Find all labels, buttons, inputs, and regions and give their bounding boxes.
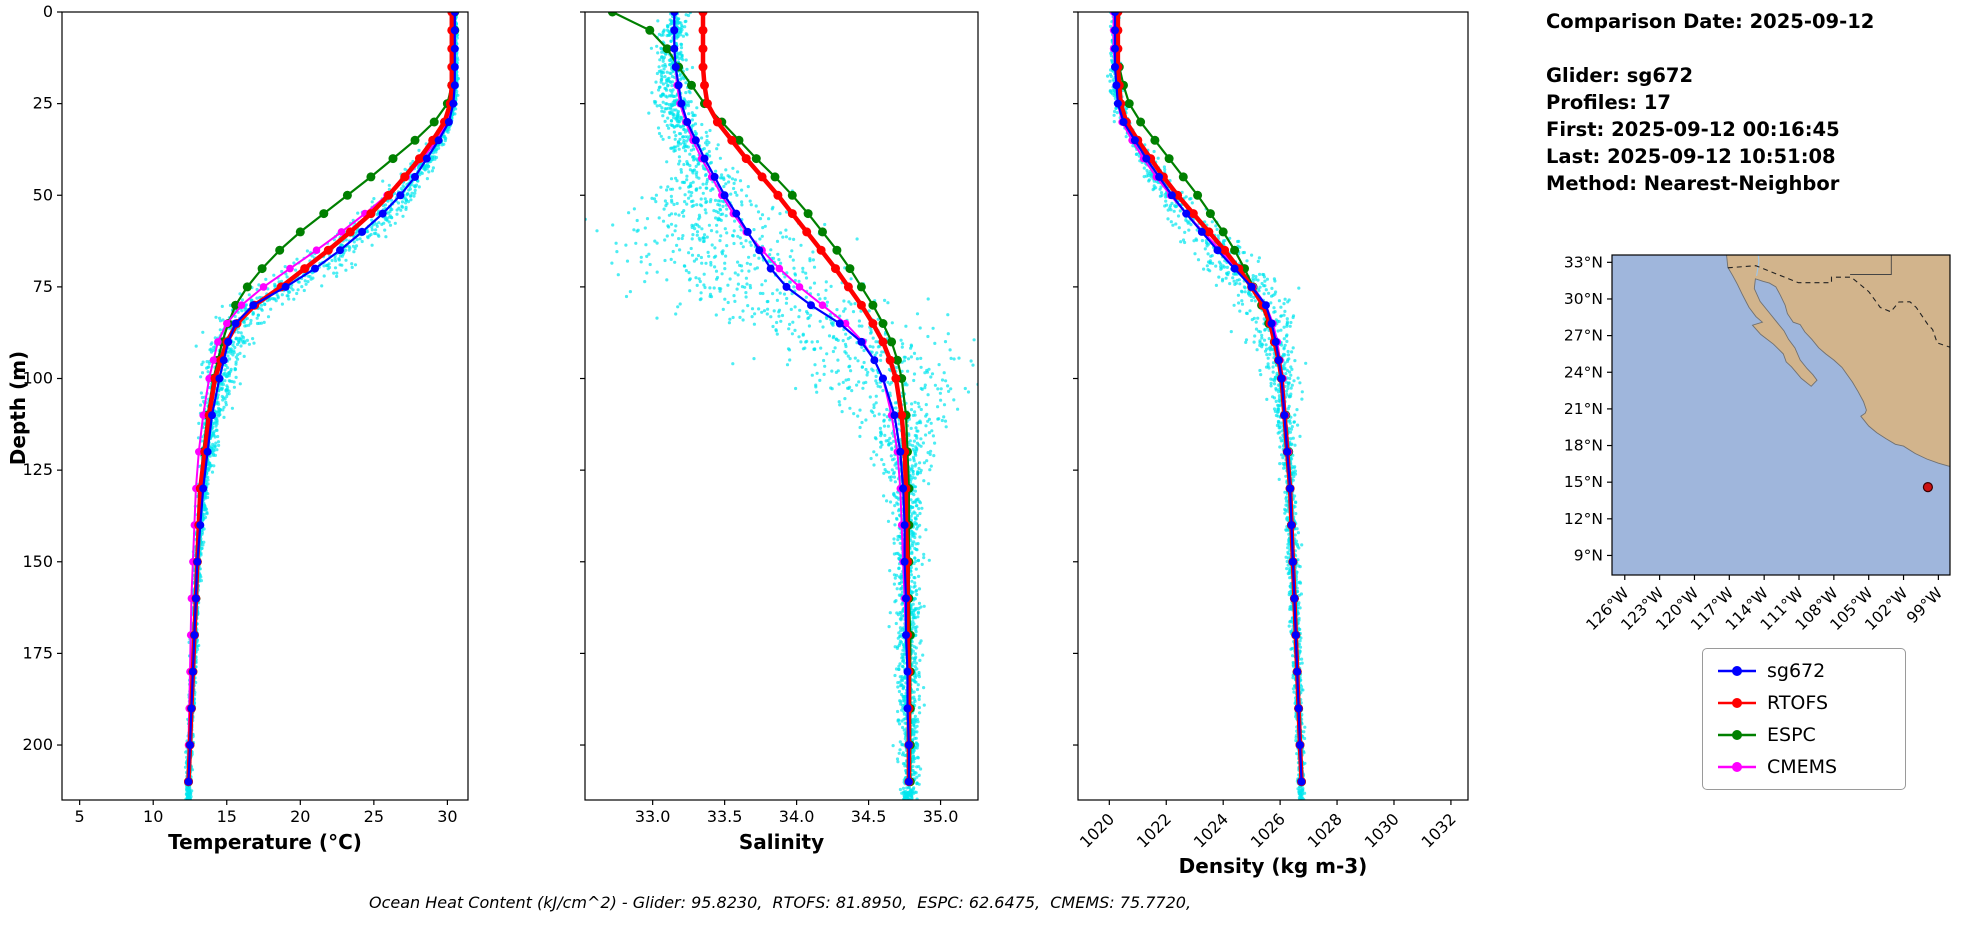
map-frame — [1611, 254, 1951, 576]
depth-tick-label: 50 — [33, 185, 53, 204]
last-profile-time-text: Last: 2025-09-12 10:51:08 — [1546, 145, 1836, 168]
glider-location-marker — [1922, 482, 1934, 493]
density-axis-label: Density (kg m-3) — [1178, 854, 1368, 878]
depth-tick-label: 125 — [22, 460, 53, 479]
legend-item-sg672: sg672 — [1717, 660, 1891, 682]
map-lat-tick-label: 33°N — [1564, 253, 1603, 271]
map-us-mexico-border — [1727, 265, 1950, 348]
map-lat-tick-label: 21°N — [1564, 400, 1603, 418]
temperature-plot: 5 10 15 20 25 30 0 25 50 75 100 125 150 175 200 — [22, 2, 469, 826]
depth-tick-label: 200 — [22, 735, 53, 754]
depth-tick-label: 25 — [33, 94, 53, 113]
x-tick-label: 5 — [75, 807, 85, 826]
legend-item-CMEMS: CMEMS — [1717, 756, 1891, 778]
ohc-footer-text: Ocean Heat Content (kJ/cm^2) - Glider: 9… — [368, 893, 1192, 912]
salinity-markers-sg672 — [670, 12, 913, 786]
x-tick-label: 10 — [143, 807, 163, 826]
legend-label: ESPC — [1767, 724, 1816, 746]
map-lat-tick-label: 12°N — [1564, 510, 1603, 528]
profiles-count-text: Profiles: 17 — [1546, 91, 1671, 114]
temperature-axis-label: Temperature (°C) — [168, 830, 362, 854]
x-tick-label: 20 — [290, 807, 310, 826]
map-lat-tick-label: 30°N — [1564, 290, 1603, 308]
x-tick-label: 33.5 — [707, 807, 743, 826]
info-panel: Comparison Date: 2025-09-12 Glider: sg67… — [1546, 8, 1976, 197]
depth-tick-label: 175 — [22, 643, 53, 662]
x-tick-label: 34.0 — [779, 807, 815, 826]
map-lat-tick-label: 27°N — [1564, 327, 1603, 345]
map-lon-tick-label: 99°W — [1903, 584, 1946, 627]
depth-tick-label: 0 — [43, 2, 53, 21]
legend-line-sample-sg672 — [1718, 666, 1756, 676]
map-group: 33°N30°N27°N24°N21°N18°N15°N12°N9°N126°W… — [1564, 248, 1954, 634]
comparison-date-text: Comparison Date: 2025-09-12 — [1546, 10, 1875, 33]
temperature-markers-sg672 — [184, 12, 459, 786]
x-tick-label: 33.0 — [635, 807, 671, 826]
x-tick-label: 15 — [217, 807, 237, 826]
map-lat-tick-label: 24°N — [1564, 363, 1603, 381]
x-tick-label: 34.5 — [851, 807, 887, 826]
map-state-border-0 — [1850, 255, 1892, 275]
x-tick-label: 35.0 — [923, 807, 959, 826]
legend-item-ESPC: ESPC — [1717, 724, 1891, 746]
map-lat-tick-label: 15°N — [1564, 473, 1603, 491]
legend-line-sample-ESPC — [1718, 730, 1756, 740]
legend-line-sample-CMEMS — [1718, 762, 1756, 772]
salinity-plot: 33.0 33.5 34.0 34.5 35.0 — [580, 11, 979, 826]
density-markers-sg672 — [1111, 12, 1306, 786]
salinity-axis-label: Salinity — [738, 830, 825, 854]
x-tick-label: 25 — [364, 807, 384, 826]
depth-axis-label: Depth (m) — [6, 350, 30, 466]
map-state-border-1 — [1927, 248, 1954, 253]
legend: sg672 RTOFS ESPC CMEMS — [1702, 648, 1906, 790]
method-text: Method: Nearest-Neighbor — [1546, 172, 1840, 195]
map-lat-tick-label: 9°N — [1574, 546, 1603, 564]
temperature-axes-frame — [61, 11, 469, 801]
depth-tick-label: 150 — [22, 552, 53, 571]
depth-tick-label: 75 — [33, 277, 53, 296]
first-profile-time-text: First: 2025-09-12 00:16:45 — [1546, 118, 1840, 141]
legend-label: RTOFS — [1767, 692, 1829, 714]
legend-label: CMEMS — [1767, 756, 1838, 778]
legend-label: sg672 — [1767, 660, 1826, 682]
x-tick-label: 30 — [437, 807, 457, 826]
depth-tick-label: 100 — [22, 369, 53, 388]
salinity-axes-frame — [584, 11, 979, 801]
legend-item-RTOFS: RTOFS — [1717, 692, 1891, 714]
map-river — [1756, 255, 1760, 276]
map-lat-tick-label: 18°N — [1564, 437, 1603, 455]
density-plot: 1020 1022 1024 1026 1028 1030 1032 — [1073, 11, 1469, 852]
glider-name-text: Glider: sg672 — [1546, 64, 1694, 87]
legend-line-sample-RTOFS — [1718, 698, 1756, 708]
density-axes-frame — [1077, 11, 1469, 801]
